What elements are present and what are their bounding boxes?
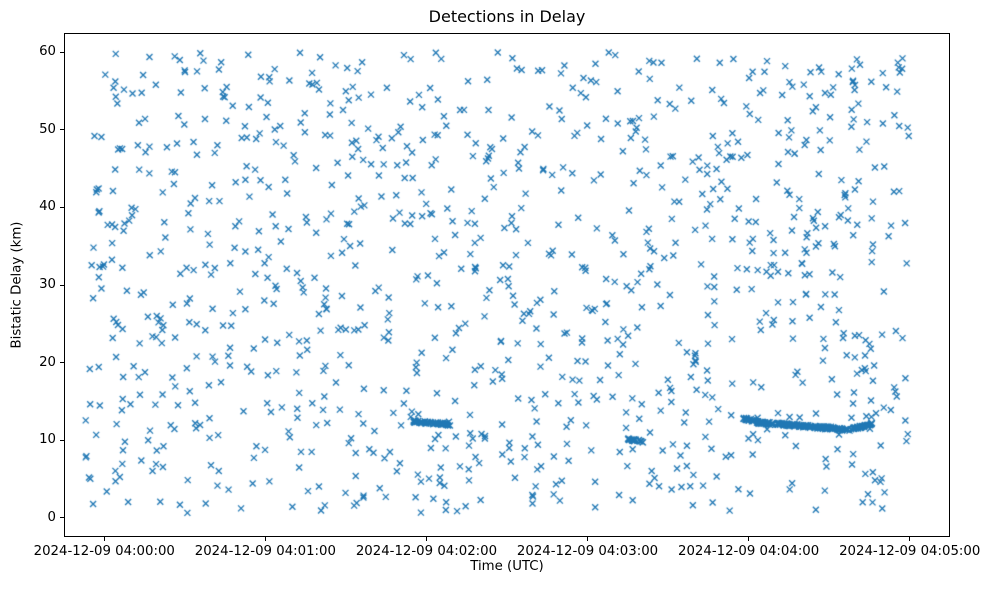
x-tick-mark (909, 537, 911, 541)
x-tick-mark (425, 537, 427, 541)
x-tick-label: 2024-12-09 04:03:00 (516, 544, 659, 559)
y-tick-mark (60, 129, 64, 131)
y-tick-mark (60, 284, 64, 286)
y-tick-mark (60, 51, 64, 53)
y-tick-label: 40 (39, 199, 56, 215)
y-tick-mark (60, 362, 64, 364)
y-tick-mark (60, 206, 64, 208)
y-tick-label: 20 (39, 354, 56, 370)
x-tick-mark (264, 537, 266, 541)
x-tick-label: 2024-12-09 04:01:00 (194, 544, 336, 559)
x-tick-label: 2024-12-09 04:02:00 (355, 544, 498, 559)
y-tick-label: 60 (39, 44, 56, 60)
x-tick-mark (748, 537, 750, 541)
x-tick-label: 2024-12-09 04:04:00 (678, 544, 820, 559)
y-tick-label: 0 (47, 509, 56, 525)
y-tick-mark (60, 517, 64, 519)
y-tick-mark (60, 439, 64, 441)
x-tick-label: 2024-12-09 04:00:00 (33, 544, 175, 559)
y-tick-label: 10 (39, 432, 56, 448)
y-tick-label: 30 (39, 277, 56, 292)
x-tick-mark (103, 537, 105, 541)
x-tick-label: 2024-12-09 04:05:00 (839, 544, 981, 559)
y-tick-label: 50 (39, 121, 56, 137)
x-tick-mark (587, 537, 589, 541)
